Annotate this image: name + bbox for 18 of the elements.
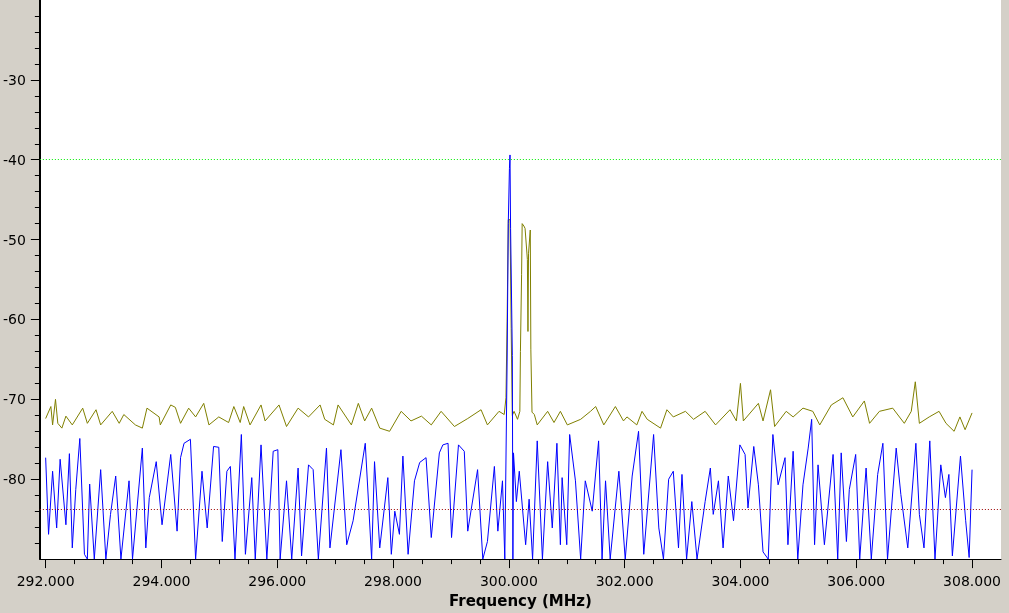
line-series <box>45 219 973 432</box>
x-axis-title: Frequency (MHz) <box>448 591 592 610</box>
y-tick-label: -50 <box>2 231 26 248</box>
y-tick-label: -80 <box>2 471 26 488</box>
y-tick-label: -40 <box>2 151 26 168</box>
x-tick-label: 292.000 <box>16 573 75 590</box>
line-series <box>45 154 973 560</box>
x-tick-label: 296.000 <box>248 573 307 590</box>
x-tick-label: 300.000 <box>479 573 538 590</box>
x-tick-label: 294.000 <box>132 573 191 590</box>
x-tick-label: 302.000 <box>595 573 654 590</box>
x-tick-label: 306.000 <box>827 573 886 590</box>
x-tick-label: 304.000 <box>711 573 770 590</box>
x-tick-label: 308.000 <box>943 573 1001 590</box>
y-tick-label: -70 <box>2 391 26 408</box>
y-tick-label: -60 <box>2 311 26 328</box>
x-tick-label: 298.000 <box>364 573 423 590</box>
y-tick-label: -30 <box>2 71 26 88</box>
